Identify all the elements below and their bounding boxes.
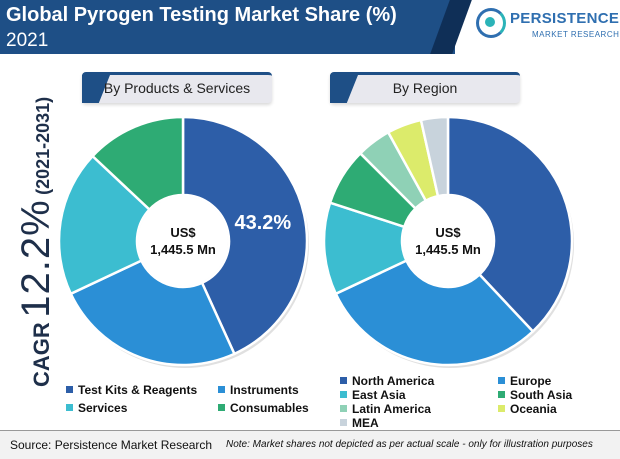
donut-region: US$ 1,445.5 Mn (322, 115, 574, 368)
legend-label: Latin America (352, 402, 431, 416)
donut-slice-instruments (69, 258, 237, 367)
legend-item-europe: Europe (498, 374, 551, 388)
legend-item-latin-america: Latin America (340, 402, 431, 416)
legend-label: North America (352, 374, 435, 388)
center-currency: US$ (435, 225, 461, 240)
legend-swatch (66, 386, 73, 394)
donut-charts: 43.2% US$ 1,445.5 Mn US$ 1,445.5 Mn (57, 115, 574, 368)
legend-label: Instruments (230, 383, 299, 397)
logo-dot-icon (485, 17, 495, 27)
chart-title: Global Pyrogen Testing Market Share (%) (6, 4, 397, 26)
legend-swatch (340, 419, 347, 427)
legend-item-east-asia: East Asia (340, 388, 406, 402)
legend-item-consumables: Consumables (218, 401, 309, 415)
persistence-logo: PERSISTENCE MARKET RESEARCH (476, 6, 620, 50)
center-value: 1,445.5 Mn (415, 242, 481, 257)
donut-slice-mea (419, 115, 450, 198)
legend-swatch (498, 377, 505, 385)
legend-label: Europe (510, 374, 552, 388)
center-currency: US$ (170, 225, 196, 240)
legend-swatch (218, 404, 225, 412)
legend-item-test-kits-reagents: Test Kits & Reagents (66, 383, 197, 397)
legend-swatch (66, 404, 73, 412)
legend-label: Oceania (510, 402, 557, 416)
logo-name: PERSISTENCE (510, 10, 620, 27)
donut-products: 43.2% US$ 1,445.5 Mn (57, 115, 309, 368)
panel-title-products: By Products & Services (103, 80, 251, 96)
legend-item-mea: MEA (340, 416, 379, 430)
legend-swatch (340, 405, 347, 413)
legend-swatch (340, 391, 347, 399)
legend-label: East Asia (352, 388, 406, 402)
legend-item-instruments: Instruments (218, 383, 299, 397)
legend-label: South Asia (510, 388, 573, 402)
legend-label: Consumables (230, 401, 309, 415)
legend-swatch (340, 377, 347, 385)
legend-item-oceania: Oceania (498, 402, 557, 416)
footer: Source: Persistence Market Research Note… (0, 431, 620, 459)
legend-swatch (498, 391, 505, 399)
legend-swatch (218, 386, 225, 394)
donut-hole (138, 196, 228, 286)
legend-item-north-america: North America (340, 374, 434, 388)
donut-slice-consumables (90, 115, 185, 212)
donut-slice-test-kits-reagents (181, 115, 309, 356)
legend-swatch (498, 405, 505, 413)
logo-subtitle: MARKET RESEARCH (532, 30, 620, 39)
note-text: Note: Market shares not depicted as per … (226, 439, 593, 450)
source-text: Source: Persistence Market Research (10, 438, 213, 452)
legend-label: MEA (352, 416, 379, 430)
legend-item-south-asia: South Asia (498, 388, 572, 402)
logo-ring-icon (476, 8, 506, 38)
donut-slice-services (57, 154, 152, 296)
header-banner: Global Pyrogen Testing Market Share (%) … (0, 0, 455, 54)
donut-slice-europe (334, 258, 535, 367)
footer-divider (0, 430, 620, 431)
donut-slice-north-america (446, 115, 574, 334)
donut-hole (403, 196, 493, 286)
panel-tag-region: By Region (330, 72, 520, 103)
chart-year: 2021 (6, 30, 49, 51)
legend-label: Test Kits & Reagents (78, 383, 198, 397)
panel-tag-products: By Products & Services (82, 72, 272, 103)
legend-item-services: Services (66, 401, 127, 415)
legend-label: Services (78, 401, 128, 415)
center-value: 1,445.5 Mn (150, 242, 216, 257)
panel-title-region: By Region (392, 80, 458, 96)
slice-data-label: 43.2% (235, 212, 292, 234)
